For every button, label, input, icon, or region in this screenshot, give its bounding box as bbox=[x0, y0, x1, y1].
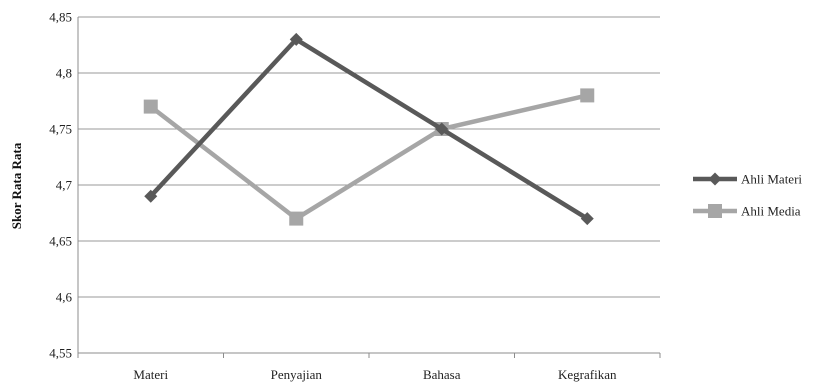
series-ahli-media bbox=[143, 88, 595, 226]
x-tick-label: Materi bbox=[133, 367, 168, 382]
legend: Ahli Materi Ahli Media bbox=[693, 172, 802, 219]
series-line bbox=[149, 93, 588, 222]
legend-marker bbox=[708, 204, 722, 218]
legend-entry: Ahli Media bbox=[693, 204, 801, 219]
data-point bbox=[580, 212, 594, 226]
data-point bbox=[289, 211, 304, 226]
legend-label: Ahli Materi bbox=[741, 172, 802, 187]
legend-entry: Ahli Materi bbox=[693, 172, 802, 187]
series-layer bbox=[143, 32, 595, 226]
data-point bbox=[143, 99, 158, 114]
series-ahli-materi bbox=[144, 32, 594, 226]
y-tick-label: 4,7 bbox=[56, 178, 73, 193]
data-point bbox=[144, 189, 158, 203]
y-tick-label: 4,8 bbox=[56, 66, 72, 81]
y-tick-label: 4,6 bbox=[56, 290, 73, 305]
data-point bbox=[580, 88, 595, 103]
y-tick-label: 4,75 bbox=[49, 122, 72, 137]
data-point bbox=[435, 122, 449, 136]
y-tick-label: 4,85 bbox=[49, 10, 72, 25]
x-tick-label: Kegrafikan bbox=[558, 367, 617, 382]
y-tick-labels: 4,55 4,6 4,65 4,7 4,75 4,8 4,85 bbox=[49, 10, 72, 361]
grid-lines bbox=[77, 16, 661, 358]
x-tick-label: Penyajian bbox=[271, 367, 323, 382]
data-point bbox=[289, 32, 303, 46]
legend-marker bbox=[708, 172, 722, 186]
x-tick-labels: Materi Penyajian Bahasa Kegrafikan bbox=[133, 367, 617, 382]
y-tick-label: 4,65 bbox=[49, 234, 72, 249]
series-line bbox=[149, 36, 589, 221]
y-tick-label: 4,55 bbox=[49, 346, 72, 361]
y-axis-title: Skor Rata Rata bbox=[9, 142, 24, 229]
x-tick-label: Bahasa bbox=[423, 367, 461, 382]
legend-label: Ahli Media bbox=[741, 204, 801, 219]
